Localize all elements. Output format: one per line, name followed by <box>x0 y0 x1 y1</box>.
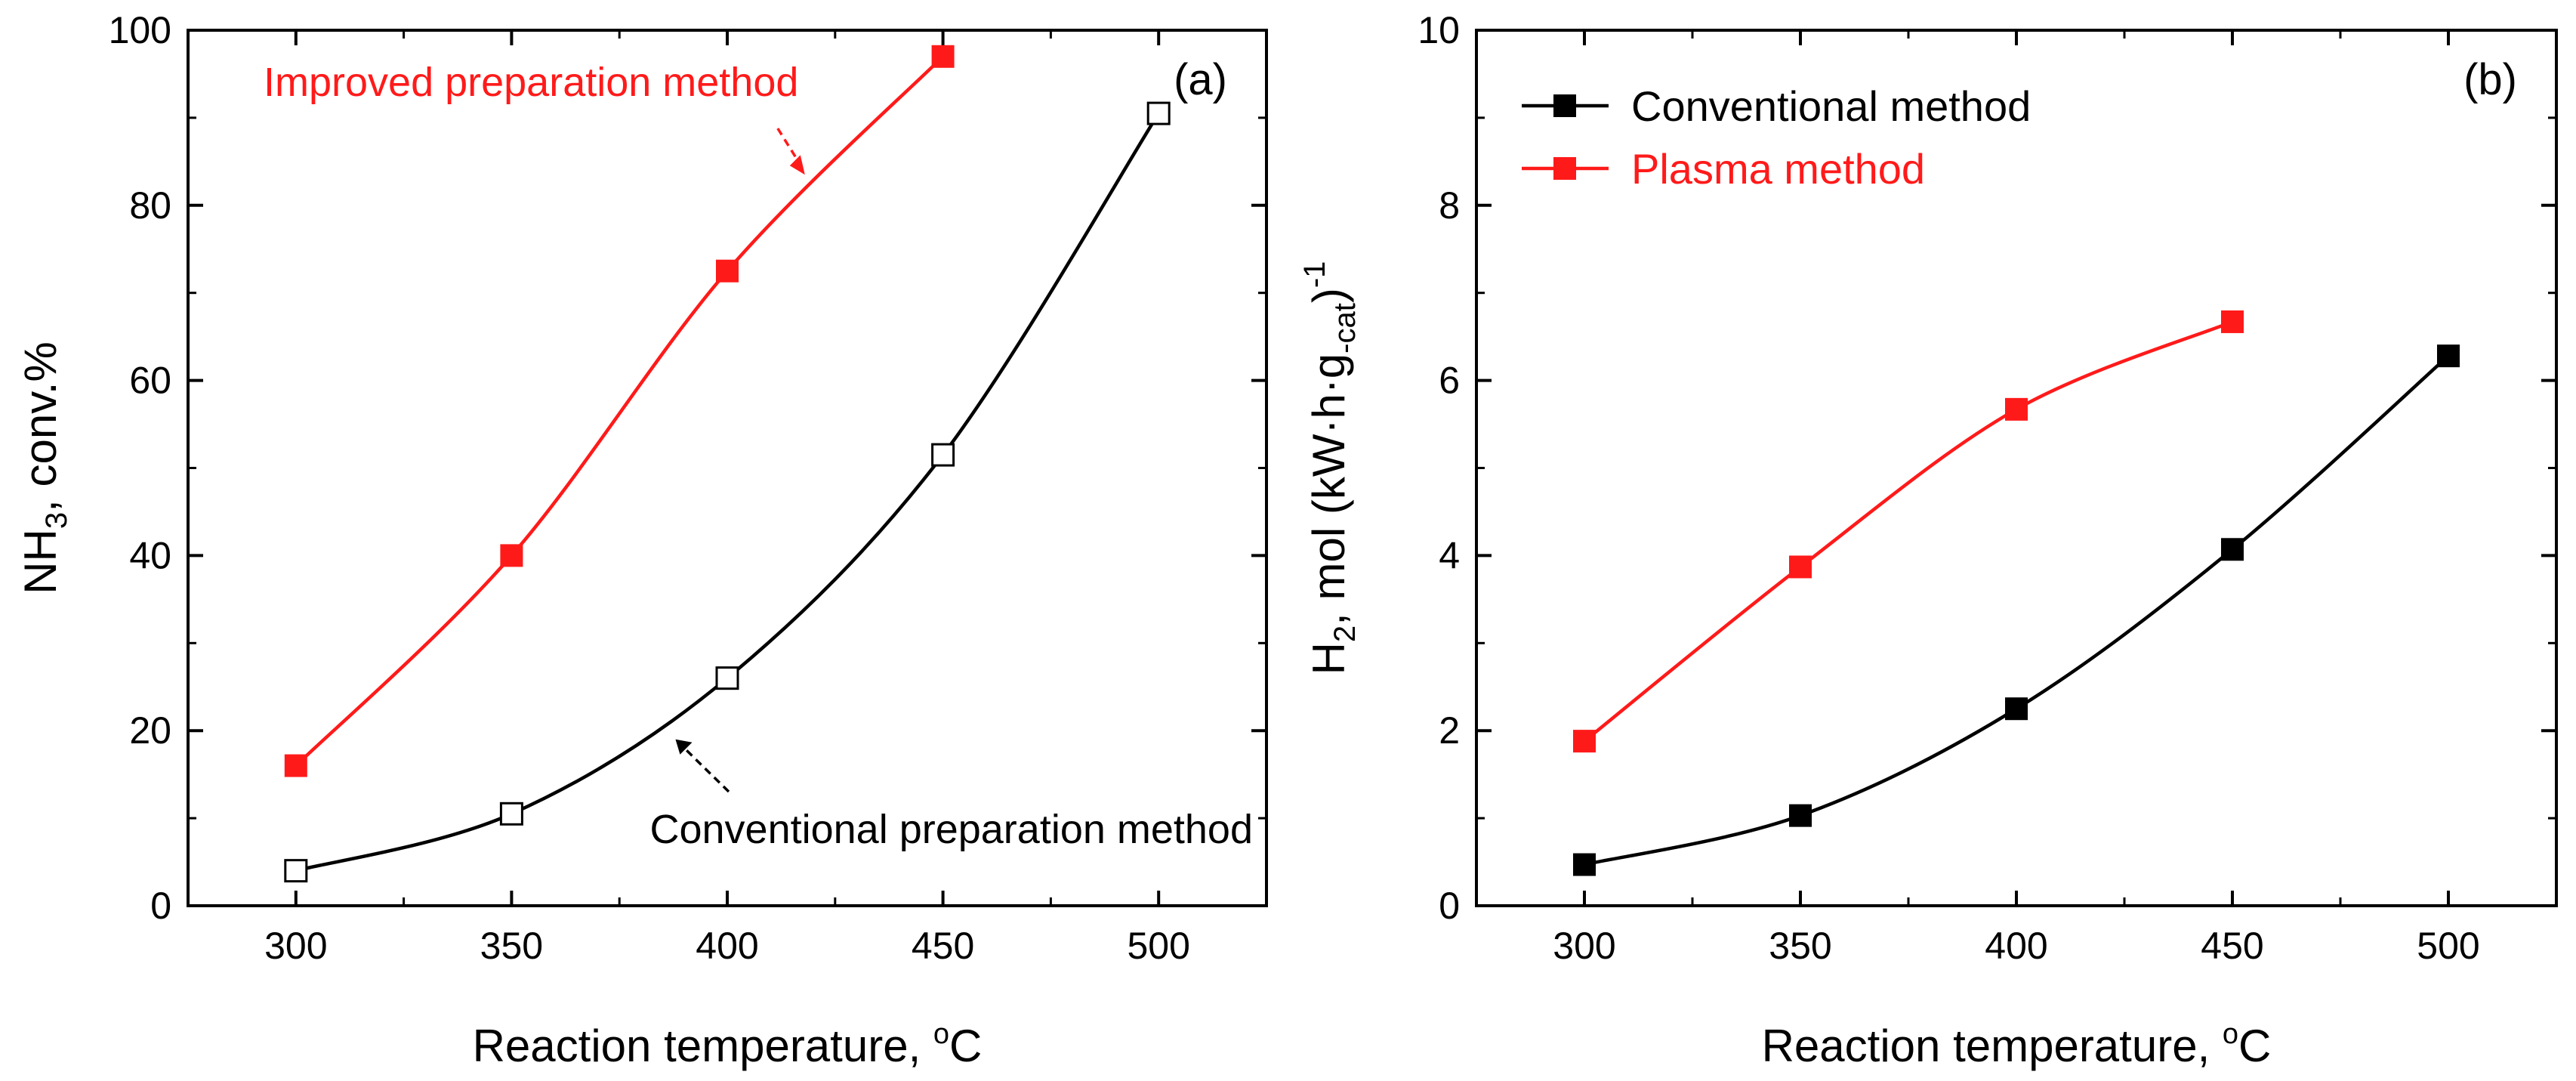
x-axis-title-unit: C <box>2238 1021 2271 1071</box>
y-axis-title-subscript: 2 <box>1328 625 1362 642</box>
legend-label: Plasma method <box>1631 145 1925 193</box>
data-point <box>2221 538 2244 561</box>
data-point <box>284 859 308 883</box>
x-tick-label: 500 <box>1127 925 1189 967</box>
x-axis-title-degree: o <box>933 1018 949 1050</box>
x-axis-title-degree: o <box>2223 1018 2238 1050</box>
y-axis-title-text: NH <box>15 529 66 595</box>
x-axis-title-text: Reaction temperature, <box>1762 1021 2223 1071</box>
x-tick-label: 400 <box>1985 925 2047 967</box>
x-axis-title-unit: C <box>949 1021 982 1071</box>
annotation-arrowhead-conventional <box>675 739 693 755</box>
data-point <box>499 801 523 826</box>
y-tick-label: 6 <box>1439 360 1460 402</box>
annotation-arrowhead-improved <box>789 155 805 175</box>
y-tick-label: 100 <box>109 9 171 51</box>
data-point <box>2437 344 2460 368</box>
x-tick-label: 300 <box>264 925 327 967</box>
y-tick-label: 10 <box>1418 9 1460 51</box>
y-tick-label: 8 <box>1439 184 1460 227</box>
x-axis-title-text: Reaction temperature, <box>473 1021 933 1071</box>
x-axis-title: Reaction temperature, oC <box>473 1018 983 1071</box>
data-point <box>1573 730 1596 753</box>
data-point <box>931 443 955 467</box>
series-line <box>1584 354 2450 866</box>
y-tick-label: 80 <box>129 184 171 227</box>
x-tick-label: 350 <box>480 925 543 967</box>
y-axis-title-superscript: -1 <box>1298 261 1331 289</box>
y-axis-title-subscript: 3 <box>40 512 73 529</box>
y-axis-title: NH3, conv.% <box>15 341 73 595</box>
panel-label: (b) <box>2463 55 2517 104</box>
data-point <box>2221 310 2244 333</box>
panel-b-chart: 300 350 400 450 500 0 2 4 6 8 10 Reaction temperatu… <box>1298 9 2558 1071</box>
annotation-arrow-conventional <box>679 743 730 793</box>
annotation-improved: Improved preparation method <box>264 60 798 105</box>
x-axis-title: Reaction temperature, oC <box>1762 1018 2272 1071</box>
y-axis-title-subscript: -cat <box>1328 303 1362 354</box>
y-tick-label: 4 <box>1439 534 1460 576</box>
plot-frame <box>187 29 1268 907</box>
x-tick-label: 450 <box>912 925 974 967</box>
x-tick-label: 500 <box>2417 925 2479 967</box>
x-tick-label: 450 <box>2201 925 2263 967</box>
y-tick-label: 20 <box>129 709 171 752</box>
data-point <box>1789 555 1812 579</box>
panel-label: (a) <box>1174 55 1227 104</box>
data-point <box>500 544 523 567</box>
data-point <box>284 754 307 777</box>
y-axis-title-text: , conv.% <box>15 341 66 512</box>
y-tick-label: 60 <box>129 360 171 402</box>
data-point <box>715 666 739 690</box>
y-axis-title-text: ) <box>1303 288 1354 303</box>
y-tick-label: 0 <box>1439 885 1460 927</box>
y-tick-label: 40 <box>129 534 171 576</box>
data-point <box>1146 101 1171 125</box>
data-point <box>1789 804 1812 827</box>
legend-marker <box>1553 157 1576 180</box>
data-point <box>931 45 955 68</box>
x-tick-label: 350 <box>1769 925 1831 967</box>
y-axis-title-text: H <box>1303 642 1354 675</box>
y-tick-label: 0 <box>150 885 171 927</box>
annotation-conventional: Conventional preparation method <box>649 807 1253 852</box>
legend-marker <box>1553 94 1576 117</box>
series-line <box>295 112 1161 873</box>
y-tick-label: 2 <box>1439 709 1460 752</box>
data-point <box>716 259 739 283</box>
x-tick-label: 400 <box>696 925 758 967</box>
data-point <box>2005 697 2028 721</box>
y-axis-title-text: , mol (kW·h·g <box>1303 354 1354 625</box>
x-tick-label: 300 <box>1553 925 1615 967</box>
legend-label: Conventional method <box>1631 82 2031 130</box>
panel-a-chart: 300 350 400 450 500 0 20 40 60 80 100 Reaction temp… <box>15 9 1268 1071</box>
data-point <box>1573 853 1596 876</box>
data-point <box>2005 397 2028 421</box>
y-axis-title: H2, mol (kW·h·g-cat)-1 <box>1298 261 1362 675</box>
series-line <box>1583 320 2233 743</box>
series-line <box>295 55 945 768</box>
